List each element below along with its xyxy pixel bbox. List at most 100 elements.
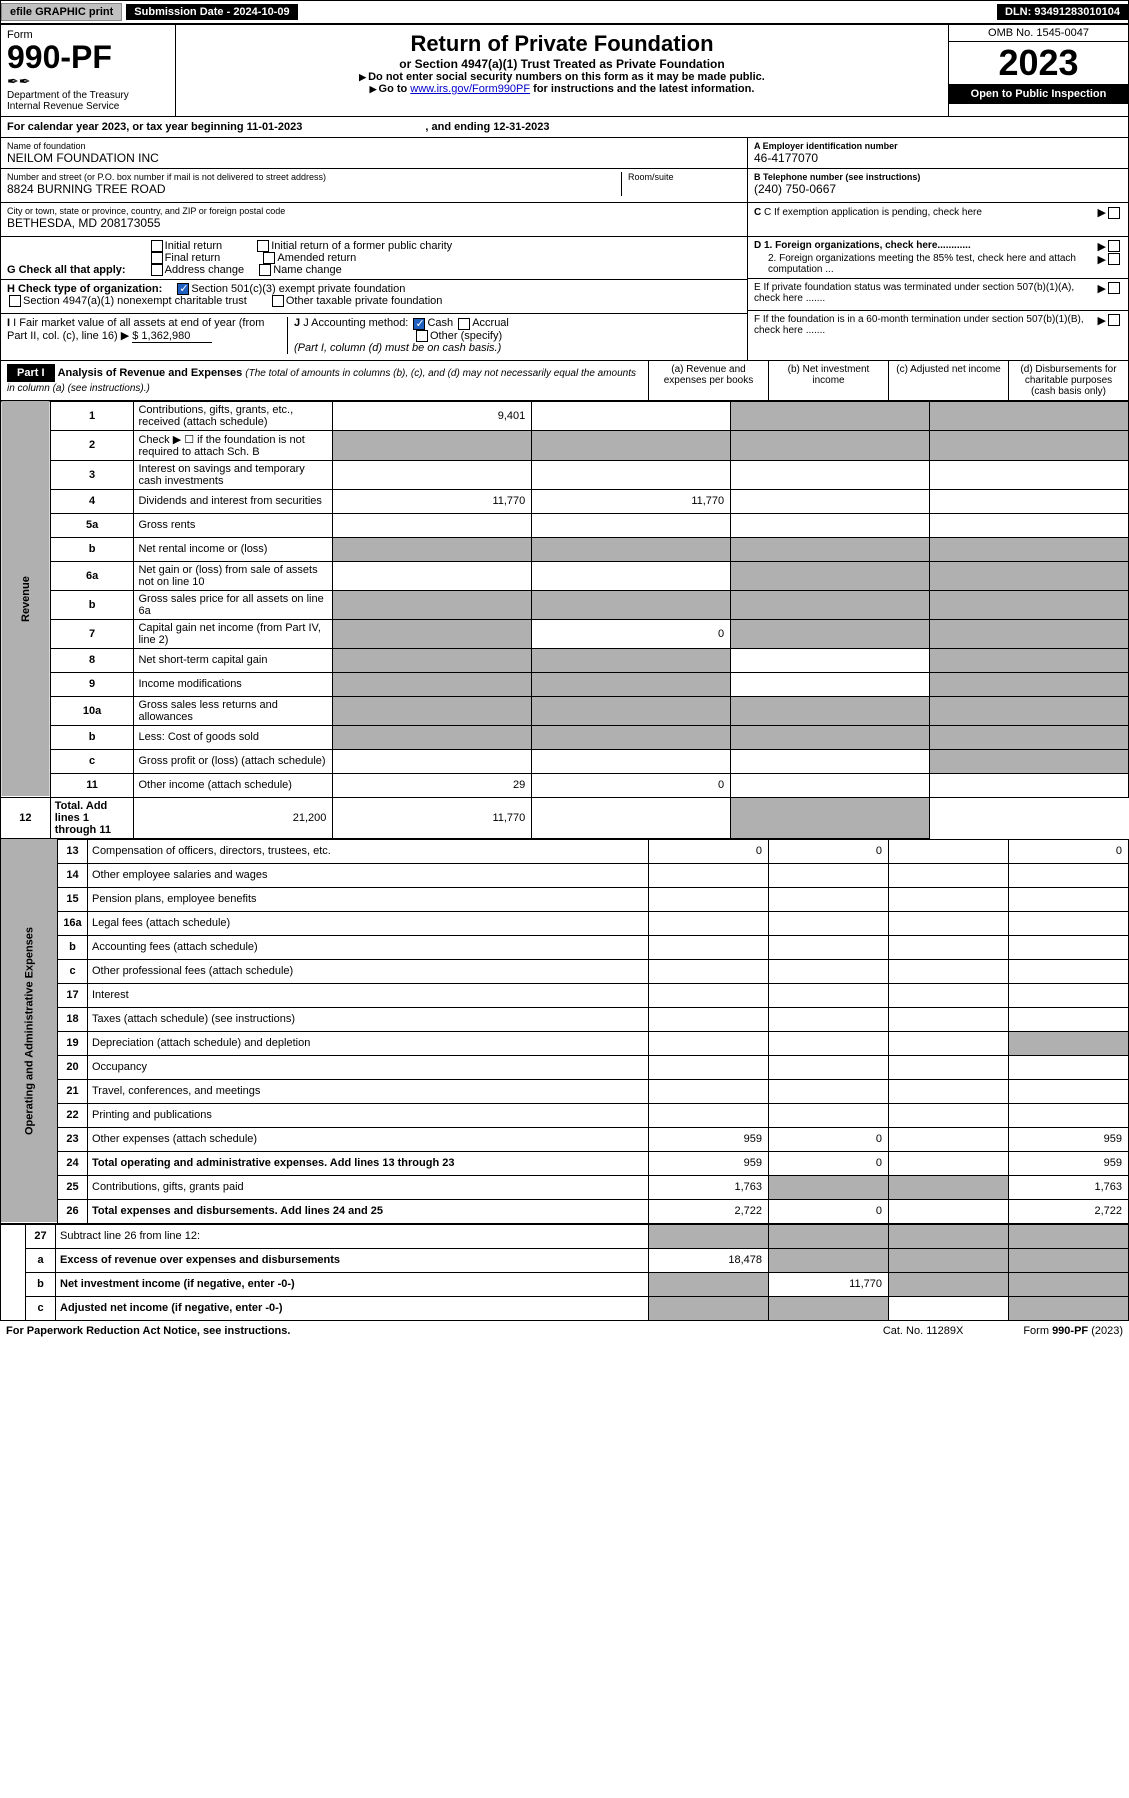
line-10a: 10aGross sales less returns and allowanc… <box>1 696 1129 725</box>
line-c: cGross profit or (loss) (attach schedule… <box>1 749 1129 773</box>
j-cash[interactable] <box>413 318 425 330</box>
col-c: (c) Adjusted net income <box>888 361 1008 400</box>
line-1: 1Contributions, gifts, grants, etc., rec… <box>1 401 1129 430</box>
col-d: (d) Disbursements for charitable purpose… <box>1008 361 1128 400</box>
form-header: Form 990-PF ✒✒ Department of the Treasur… <box>0 24 1129 117</box>
form-number: 990-PF <box>7 41 169 73</box>
form-subtitle: or Section 4947(a)(1) Trust Treated as P… <box>182 57 942 71</box>
calendar-year-row: For calendar year 2023, or tax year begi… <box>0 117 1129 138</box>
line-2: 2Check ▶ ☐ if the foundation is not requ… <box>1 430 1129 460</box>
c-label: C If exemption application is pending, c… <box>764 207 982 218</box>
j-section: J J Accounting method: Cash Accrual Othe… <box>287 317 741 353</box>
line-24: 24Total operating and administrative exp… <box>1 1151 1129 1175</box>
line-c: cAdjusted net income (if negative, enter… <box>1 1296 1129 1320</box>
line-15: 15Pension plans, employee benefits <box>1 887 1129 911</box>
line-b: bLess: Cost of goods sold <box>1 725 1129 749</box>
line-11: 11Other income (attach schedule)290 <box>1 773 1129 797</box>
revenue-side: Revenue <box>1 401 51 797</box>
e-label: E If private foundation status was termi… <box>754 282 1098 304</box>
irs-link[interactable]: www.irs.gov/Form990PF <box>410 83 530 95</box>
c-checkbox[interactable] <box>1108 207 1120 219</box>
j-other[interactable] <box>416 330 428 342</box>
dept: Department of the Treasury <box>7 90 169 101</box>
col-a: (a) Revenue and expenses per books <box>648 361 768 400</box>
identity-block: Name of foundation NEILOM FOUNDATION INC… <box>0 138 1129 237</box>
line-b: bGross sales price for all assets on lin… <box>1 590 1129 619</box>
g-initial[interactable] <box>151 240 163 252</box>
line-16a: 16aLegal fees (attach schedule) <box>1 911 1129 935</box>
omb: OMB No. 1545-0047 <box>949 25 1128 42</box>
line-b: bAccounting fees (attach schedule) <box>1 935 1129 959</box>
line-20: 20Occupancy <box>1 1055 1129 1079</box>
f-checkbox[interactable] <box>1108 314 1120 326</box>
line-18: 18Taxes (attach schedule) (see instructi… <box>1 1007 1129 1031</box>
tax-year: 2023 <box>949 42 1128 84</box>
i-section: I I Fair market value of all assets at e… <box>7 317 287 353</box>
line-c: cOther professional fees (attach schedul… <box>1 959 1129 983</box>
addr-label: Number and street (or P.O. box number if… <box>7 172 621 182</box>
d1-label: D 1. Foreign organizations, check here..… <box>754 240 971 251</box>
e-checkbox[interactable] <box>1108 282 1120 294</box>
city-label: City or town, state or province, country… <box>7 206 741 216</box>
note2: Go to www.irs.gov/Form990PF for instruct… <box>182 83 942 95</box>
efile-btn[interactable]: efile GRAPHIC print <box>1 3 122 21</box>
footer-form: Form 990-PF (2023) <box>1023 1325 1123 1337</box>
g-address[interactable] <box>151 264 163 276</box>
room-label: Room/suite <box>628 172 741 182</box>
page-footer: For Paperwork Reduction Act Notice, see … <box>0 1321 1129 1341</box>
h-other[interactable] <box>272 295 284 307</box>
g-amended[interactable] <box>263 252 275 264</box>
tel-label: B Telephone number (see instructions) <box>754 172 1122 182</box>
line-22: 22Printing and publications <box>1 1103 1129 1127</box>
part1-header: Part I Analysis of Revenue and Expenses … <box>0 361 1129 401</box>
line-26: 26Total expenses and disbursements. Add … <box>1 1199 1129 1223</box>
dln: DLN: 93491283010104 <box>997 4 1128 20</box>
line-5a: 5aGross rents <box>1 513 1129 537</box>
line-25: 25Contributions, gifts, grants paid1,763… <box>1 1175 1129 1199</box>
line27-table: 27Subtract line 26 from line 12:aExcess … <box>0 1224 1129 1321</box>
line-b: bNet rental income or (loss) <box>1 537 1129 561</box>
d2-checkbox[interactable] <box>1108 253 1120 265</box>
g-name[interactable] <box>259 264 271 276</box>
line-b: bNet investment income (if negative, ent… <box>1 1272 1129 1296</box>
line-21: 21Travel, conferences, and meetings <box>1 1079 1129 1103</box>
ein-label: A Employer identification number <box>754 141 1122 151</box>
tel-value: (240) 750-0667 <box>754 182 1122 196</box>
line-19: 19Depreciation (attach schedule) and dep… <box>1 1031 1129 1055</box>
line-12: 12Total. Add lines 1 through 1121,20011,… <box>1 797 1129 838</box>
line-a: aExcess of revenue over expenses and dis… <box>1 1248 1129 1272</box>
line-23: 23Other expenses (attach schedule)959095… <box>1 1127 1129 1151</box>
street-address: 8824 BURNING TREE ROAD <box>7 182 621 196</box>
h-501c3[interactable] <box>177 283 189 295</box>
line-4: 4Dividends and interest from securities1… <box>1 489 1129 513</box>
expense-table: Operating and Administrative Expenses 13… <box>0 839 1129 1224</box>
line-6a: 6aNet gain or (loss) from sale of assets… <box>1 561 1129 590</box>
footer-left: For Paperwork Reduction Act Notice, see … <box>6 1325 290 1337</box>
form-title: Return of Private Foundation <box>182 31 942 57</box>
irs: Internal Revenue Service <box>7 101 169 112</box>
line-7: 7Capital gain net income (from Part IV, … <box>1 619 1129 648</box>
line-13: 13Compensation of officers, directors, t… <box>1 839 1129 863</box>
part1-badge: Part I <box>7 364 55 382</box>
expense-side: Operating and Administrative Expenses <box>1 839 58 1223</box>
g-final[interactable] <box>151 252 163 264</box>
g-section: G Check all that apply: Initial return I… <box>7 240 741 276</box>
f-label: F If the foundation is in a 60-month ter… <box>754 314 1098 336</box>
d1-checkbox[interactable] <box>1108 240 1120 252</box>
footer-cat: Cat. No. 11289X <box>883 1325 964 1337</box>
j-accrual[interactable] <box>458 318 470 330</box>
foundation-name: NEILOM FOUNDATION INC <box>7 151 741 165</box>
h-section: H Check type of organization: Section 50… <box>1 279 747 310</box>
submission-date: Submission Date - 2024-10-09 <box>126 4 297 20</box>
g-former[interactable] <box>257 240 269 252</box>
line-8: 8Net short-term capital gain <box>1 648 1129 672</box>
name-label: Name of foundation <box>7 141 741 151</box>
line-14: 14Other employee salaries and wages <box>1 863 1129 887</box>
note1: Do not enter social security numbers on … <box>182 71 942 83</box>
fmv-value: $ 1,362,980 <box>132 330 212 343</box>
col-b: (b) Net investment income <box>768 361 888 400</box>
line-9: 9Income modifications <box>1 672 1129 696</box>
city-value: BETHESDA, MD 208173055 <box>7 216 741 230</box>
open-inspection: Open to Public Inspection <box>949 84 1128 104</box>
h-4947[interactable] <box>9 295 21 307</box>
